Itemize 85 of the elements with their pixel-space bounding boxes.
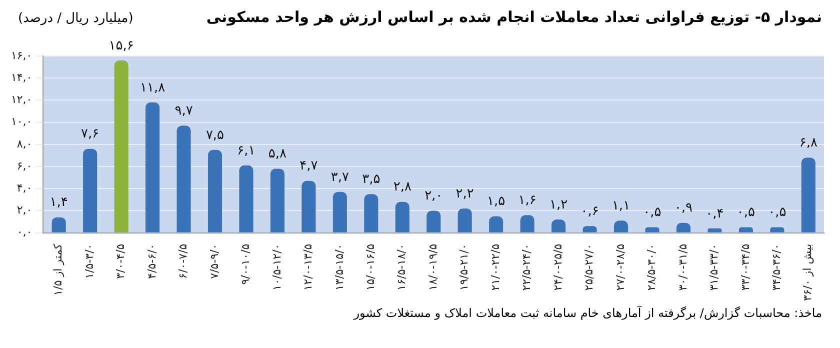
bar <box>801 158 816 232</box>
text: ماخذ: محاسبات گزارش/ برگرفته از آمارهای خام سامانه ثبت معاملات املاک و مستغلات کشور <box>352 305 823 322</box>
data-label: ۶,۸ <box>799 136 818 151</box>
x-tick-label: ۱۳/۵-۱۵/۰ <box>332 244 346 291</box>
data-label: ۰,۹ <box>674 200 693 216</box>
x-tick-label: ۳/۰-۴/۵ <box>114 244 128 279</box>
bar <box>395 202 410 232</box>
bar <box>332 192 347 232</box>
y-tick-label: ۱۰,۰ <box>10 115 32 128</box>
x-tick-label: ۱۰/۵-۱۲/۰ <box>270 244 284 291</box>
y-tick-label: ۱۴,۰ <box>10 70 32 84</box>
x-tick-label: ۶/۰-۷/۵ <box>176 244 190 279</box>
x-tick-label: بیش از ۳۶/۰ <box>801 244 814 302</box>
data-label: ۵,۸ <box>268 146 287 162</box>
data-label: ۰,۵ <box>768 205 786 220</box>
bar <box>582 226 597 232</box>
x-tick-label: ۹/۰-۱۰/۵ <box>239 244 252 285</box>
data-label: ۱,۵ <box>487 194 506 210</box>
data-label: ۷,۶ <box>81 126 100 142</box>
y-tick-label: ۲,۰ <box>16 204 32 217</box>
data-label: ۲,۸ <box>393 180 412 195</box>
x-tick-label: ۴/۵-۶/۰ <box>145 244 158 279</box>
x-tick-label: ۲۵/۵-۲۷/۰ <box>582 244 596 291</box>
data-label: ۱,۲ <box>549 197 568 212</box>
data-label: ۷,۵ <box>206 128 224 143</box>
data-label: ۴,۷ <box>300 158 318 174</box>
data-label: ۳,۷ <box>330 170 349 185</box>
data-label: ۱,۶ <box>518 193 536 208</box>
bar <box>520 215 534 232</box>
x-tick-label: ۱۶/۵-۱۸/۰ <box>395 244 408 291</box>
y-tick-label: ۴,۰ <box>16 181 32 194</box>
x-tick-label: ۳۰/۰-۳۱/۵ <box>676 244 690 291</box>
x-tick-label: ۱۵/۰-۱۶/۵ <box>364 244 378 291</box>
x-tick-label: ۲۷/۰-۲۸/۵ <box>614 244 627 291</box>
bar <box>239 165 254 232</box>
bar <box>489 216 504 232</box>
y-tick-label: ۸,۰ <box>16 137 32 150</box>
data-label: ۲,۰ <box>424 188 443 204</box>
bar <box>364 194 378 232</box>
bar <box>552 220 566 232</box>
chart-title: نمودار ۵- توزیع فراوانی تعداد معاملات انجام شده بر اساس ارزش هر واحد مسکونی <box>206 8 822 26</box>
x-tick-label: ۲۴/۰-۲۵/۵ <box>551 244 564 291</box>
data-label: ۰,۵ <box>736 205 755 220</box>
y-tick-label: ۱۲,۰ <box>10 93 32 106</box>
x-tick-label: ۳۳/۰-۳۴/۵ <box>738 244 752 291</box>
x-tick-label: ۲۸/۵-۳۰/۰ <box>645 244 658 291</box>
bar <box>458 208 472 232</box>
data-label: ۰,۴ <box>706 206 724 222</box>
x-tick-label: ۱۲/۰-۱۳/۵ <box>302 244 315 291</box>
x-tick-label: ۳۱/۵-۳۳/۰ <box>708 244 721 291</box>
data-label: ۶,۱ <box>237 143 256 158</box>
data-label: ۱,۱ <box>612 198 630 214</box>
y-tick-label: ۰,۰ <box>16 226 32 239</box>
data-label: ۹,۷ <box>174 103 193 118</box>
data-label: ۳,۵ <box>362 172 380 188</box>
bar <box>114 60 128 232</box>
data-label: ۲,۲ <box>456 186 474 202</box>
x-tick-label: ۲۲/۵-۲۴/۰ <box>520 244 534 291</box>
bar <box>708 228 722 232</box>
x-tick-label: ۲۱/۰-۲۲/۵ <box>488 244 502 291</box>
data-label: ۱,۴ <box>50 195 68 210</box>
data-label: ۱۱,۸ <box>140 80 166 96</box>
data-label: ۱۵,۶ <box>108 38 134 54</box>
x-tick-label: ۳۴/۵-۳۶/۰ <box>770 244 784 291</box>
bar <box>52 217 66 232</box>
x-tick-label: ۷/۵-۹/۰ <box>208 244 221 279</box>
bar <box>146 102 160 232</box>
bar <box>83 148 98 232</box>
bar <box>738 227 753 232</box>
bar <box>208 150 222 232</box>
data-label: ۰,۶ <box>580 204 599 220</box>
y-axis-title: (میلیارد ریال / درصد) <box>18 11 134 26</box>
data-label: ۰,۵ <box>643 205 662 220</box>
bar <box>270 168 284 232</box>
x-tick-label: ۱۸/۰-۱۹/۵ <box>426 244 440 291</box>
bar <box>770 227 784 232</box>
bar <box>302 180 316 232</box>
bar <box>426 210 441 232</box>
x-tick-label: ۱/۵-۳/۰ <box>82 244 96 279</box>
bar <box>176 126 191 232</box>
x-tick-label: کمتر از ۱/۵ <box>52 243 65 296</box>
x-tick-label: ۱۹/۵-۲۱/۰ <box>458 244 471 291</box>
bar <box>645 227 660 232</box>
y-tick-label: ۶,۰ <box>16 159 32 172</box>
y-tick-label: ۱۶,۰ <box>10 48 32 62</box>
